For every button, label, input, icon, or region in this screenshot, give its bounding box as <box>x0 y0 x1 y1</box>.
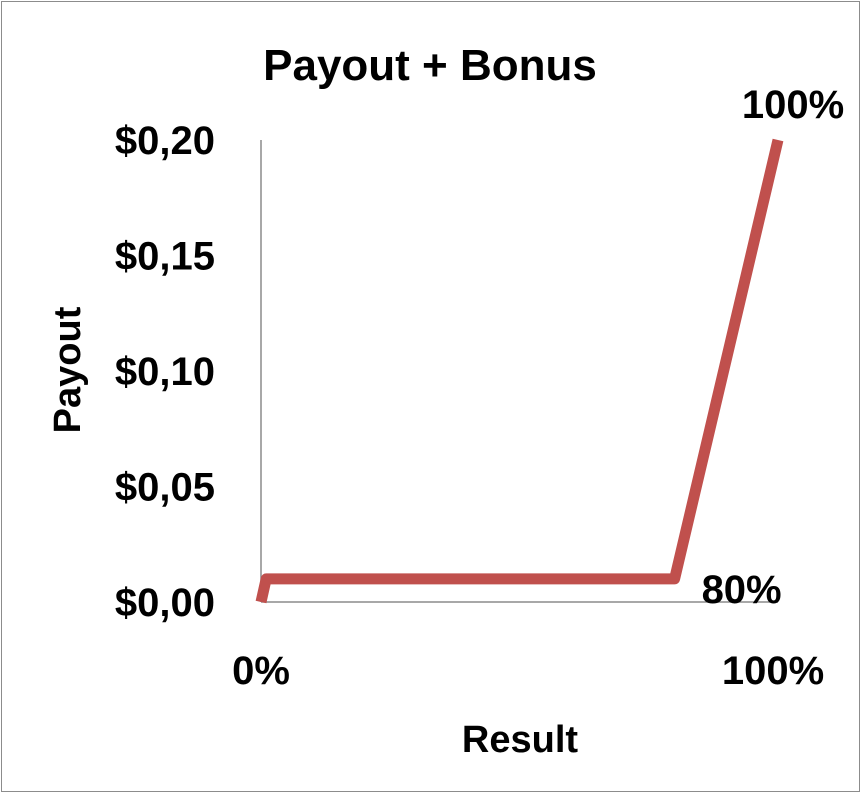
y-tick-labels: $0,00 $0,05 $0,10 $0,15 $0,20 <box>115 119 215 625</box>
data-annotation: 100% <box>742 83 844 127</box>
x-tick-label: 0% <box>232 649 290 693</box>
y-tick-label: $0,15 <box>115 235 215 279</box>
x-axis-label: Result <box>462 719 578 761</box>
y-tick-label: $0,20 <box>115 119 215 163</box>
x-tick-labels: 0% 100% <box>232 649 824 693</box>
x-tick-label: 100% <box>722 649 824 693</box>
y-tick-label: $0,10 <box>115 350 215 394</box>
y-axis-label: Payout <box>47 306 89 433</box>
y-tick-label: $0,05 <box>115 466 215 510</box>
series-layer <box>255 138 784 604</box>
data-annotation: 80% <box>702 568 782 612</box>
y-tick-label: $0,00 <box>115 581 215 625</box>
annotation-layer: 80% 100% <box>702 83 845 612</box>
chart-title: Payout + Bonus <box>263 41 597 90</box>
series-line <box>255 138 784 604</box>
